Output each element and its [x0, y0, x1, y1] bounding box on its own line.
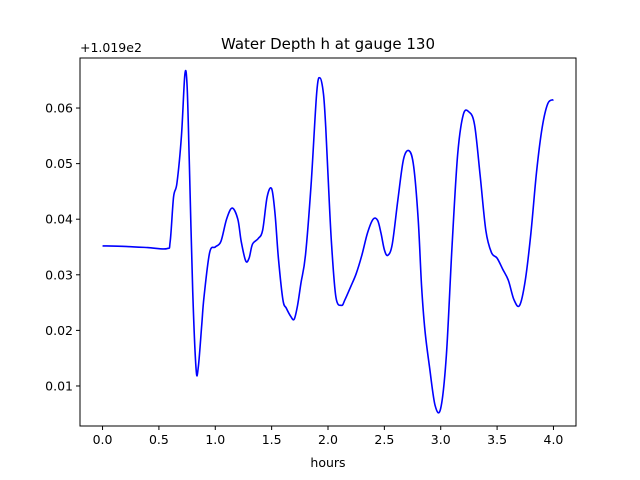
x-tick-label: 3.5 [487, 432, 507, 447]
x-tick-label: 1.0 [205, 432, 225, 447]
x-tick-label: 2.0 [318, 432, 338, 447]
y-tick-label: 0.06 [45, 101, 73, 116]
y-tick-label: 0.01 [45, 378, 73, 393]
plot-area: 0.0 0.5 1.0 1.5 2.0 2.5 3.0 3.5 4.0 0.01 0.02 0.03 0… [45, 57, 577, 447]
chart-title: Water Depth h at gauge 130 [221, 35, 435, 53]
y-tick-label: 0.04 [45, 212, 73, 227]
y-offset-label: +1.019e2 [80, 40, 142, 55]
y-tick-label: 0.02 [45, 323, 73, 338]
x-tick-label: 1.5 [262, 432, 282, 447]
x-tick-label: 0.5 [149, 432, 169, 447]
x-tick-label: 0.0 [93, 432, 113, 447]
x-tick-label: 2.5 [374, 432, 394, 447]
x-tick-label: 4.0 [544, 432, 564, 447]
y-tick-label: 0.05 [45, 156, 73, 171]
x-tick-label: 3.0 [431, 432, 451, 447]
y-tick-label: 0.03 [45, 267, 73, 282]
x-axis-label: hours [310, 455, 345, 470]
series-line-0 [102, 69, 554, 414]
